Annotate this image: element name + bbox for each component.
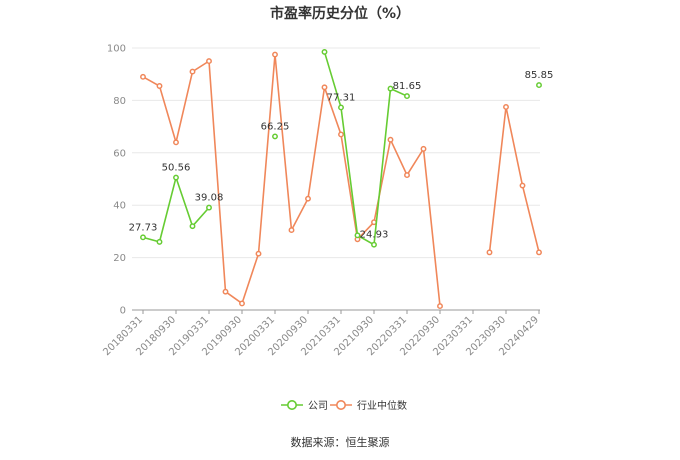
data-point bbox=[536, 249, 542, 256]
data-point bbox=[189, 223, 196, 230]
series-line bbox=[142, 54, 441, 307]
data-point bbox=[173, 139, 179, 146]
data-point bbox=[404, 93, 410, 100]
chart-title: 市盈率历史分位（%） bbox=[270, 5, 410, 22]
grid-lines bbox=[132, 47, 540, 259]
data-label: 77.31 bbox=[327, 92, 356, 103]
data-label: 27.73 bbox=[129, 222, 158, 233]
data-point bbox=[140, 73, 146, 80]
data-point bbox=[404, 172, 410, 179]
axes: 0204060801002018033120180930201903312019… bbox=[101, 44, 541, 359]
data-label: 85.85 bbox=[525, 70, 554, 81]
y-tick-label: 60 bbox=[113, 148, 126, 159]
data-point bbox=[272, 51, 278, 58]
legend-industry-median[interactable]: 行业中位数 bbox=[330, 399, 407, 412]
y-tick-label: 100 bbox=[107, 44, 126, 55]
legend-marker bbox=[335, 399, 346, 410]
series-line bbox=[488, 106, 540, 253]
series-layer bbox=[140, 48, 542, 310]
data-point bbox=[338, 104, 344, 111]
data-point bbox=[156, 83, 163, 89]
y-tick-label: 40 bbox=[113, 201, 126, 212]
data-point bbox=[239, 300, 245, 307]
data-point bbox=[371, 241, 377, 248]
data-point bbox=[156, 238, 163, 245]
data-labels: 27.73 50.56 39.08 66.25 77.31 24.93 81.65 85.85 bbox=[129, 70, 554, 241]
legend[interactable]: 公司 行业中位数 bbox=[281, 399, 407, 412]
data-point bbox=[206, 204, 212, 211]
legend-label: 行业中位数 bbox=[357, 399, 407, 412]
data-point bbox=[272, 133, 278, 140]
series-line bbox=[323, 51, 408, 246]
data-point bbox=[519, 182, 526, 189]
data-point bbox=[387, 85, 394, 92]
data-label: 39.08 bbox=[195, 193, 224, 204]
data-point bbox=[255, 250, 262, 257]
data-point bbox=[503, 104, 509, 110]
data-label: 81.65 bbox=[393, 81, 422, 92]
data-point bbox=[140, 234, 146, 241]
data-point bbox=[206, 58, 212, 65]
data-point bbox=[354, 232, 361, 239]
series-1 bbox=[140, 51, 542, 310]
data-label: 66.25 bbox=[261, 121, 290, 132]
data-label: 24.93 bbox=[360, 230, 389, 241]
series-0 bbox=[140, 48, 542, 248]
data-point bbox=[437, 303, 443, 310]
legend-company[interactable]: 公司 bbox=[281, 399, 328, 412]
y-tick-label: 20 bbox=[113, 253, 126, 264]
data-source-note: 数据来源：恒生聚源 bbox=[291, 435, 390, 449]
y-tick-label: 80 bbox=[113, 96, 126, 107]
legend-marker bbox=[286, 399, 297, 410]
data-point bbox=[173, 174, 179, 181]
data-point bbox=[321, 84, 328, 91]
y-tick-label: 0 bbox=[120, 306, 126, 317]
data-point bbox=[486, 249, 493, 256]
data-point bbox=[288, 227, 295, 234]
data-label: 50.56 bbox=[162, 163, 191, 174]
data-point bbox=[387, 136, 394, 143]
legend-label: 公司 bbox=[308, 401, 328, 412]
data-point bbox=[420, 145, 427, 152]
data-point bbox=[222, 288, 229, 295]
data-point bbox=[321, 48, 328, 55]
data-point bbox=[536, 82, 542, 89]
data-point bbox=[305, 195, 311, 202]
data-point bbox=[189, 68, 196, 75]
data-point bbox=[338, 131, 344, 138]
